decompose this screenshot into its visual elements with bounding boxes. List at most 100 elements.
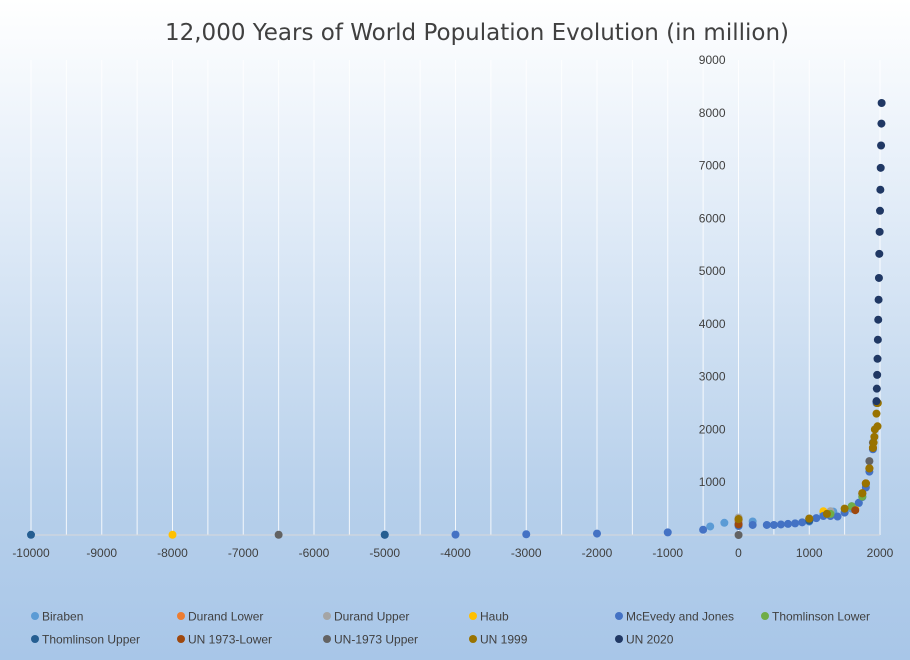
data-point [876,185,885,194]
legend-marker [469,612,477,620]
data-point [877,119,886,128]
axes: -10000 -9000 -8000 -7000 -6000 -5000 -4000 -300… [12,53,893,560]
legend-entry: UN-1973 Upper [334,633,418,647]
data-points [27,99,886,539]
data-point [840,504,849,513]
chart-title: 12,000 Years of World Population Evoluti… [165,20,789,46]
gridlines [30,60,881,535]
data-point [851,506,860,515]
data-point [854,498,863,507]
data-point [874,315,883,324]
legend-entry: Durand Lower [188,610,263,624]
x-tick-label: -4000 [440,546,471,560]
data-point [873,335,882,344]
data-point [873,370,882,379]
legend-marker [615,612,623,620]
data-point [663,528,672,537]
data-point [858,489,867,498]
data-point [873,354,882,363]
legend-entry: Biraben [42,610,83,624]
data-point [380,530,389,539]
data-point [865,464,874,473]
x-tick-label: -9000 [86,546,117,560]
data-point [875,249,884,258]
y-tick-label: 1000 [699,475,726,489]
data-point [870,432,879,441]
x-tick-label: -6000 [299,546,330,560]
data-point [593,529,601,538]
y-tick-label: 9000 [699,53,726,67]
x-tick-label: 2000 [867,546,894,560]
data-point [805,514,814,523]
data-point [812,514,821,523]
x-tick-label: -2000 [582,546,613,560]
legend-marker [177,635,185,643]
legend-entry: UN 2020 [626,633,674,647]
x-tick-label: -1000 [652,546,683,560]
data-point [876,163,885,172]
x-tick-label: 1000 [796,546,823,560]
legend-marker [761,612,769,620]
data-point [734,515,743,524]
data-point [769,520,778,529]
data-point [522,530,531,539]
legend-entry: Durand Upper [334,610,409,624]
y-tick-label: 2000 [699,422,726,436]
data-point [874,273,883,282]
y-tick-label: 3000 [699,370,726,384]
data-point [861,479,870,488]
data-point [699,525,708,534]
x-tick-label: -3000 [511,546,542,560]
y-tick-label: 5000 [699,264,726,278]
data-point [762,520,771,529]
data-point [872,397,881,406]
data-point [875,227,884,236]
data-point [798,518,807,527]
y-tick-label: 8000 [699,106,726,120]
data-point [27,530,35,539]
legend-entry: UN 1973-Lower [188,633,272,647]
data-point [734,531,743,539]
legend-marker [615,635,623,643]
x-tick-label: 0 [735,546,742,560]
x-tick-label: -5000 [369,546,400,560]
y-tick-label: 4000 [699,317,726,331]
data-point [748,520,757,529]
data-point [877,99,886,108]
y-tick-label: 6000 [699,211,726,225]
legend-entry: McEvedy and Jones [626,610,734,624]
legend-entry: Thomlinson Lower [772,610,870,624]
x-tick-label: -8000 [157,546,188,560]
data-point [877,141,886,150]
data-point [784,519,793,528]
data-point [876,206,884,215]
legend-entry: Haub [480,610,509,624]
data-point [872,384,881,393]
legend-marker [469,635,477,643]
data-point [869,438,878,447]
legend-entry: Thomlinson Upper [42,633,140,647]
legend-marker [177,612,185,620]
data-point [874,295,883,304]
data-point [706,522,715,531]
legend-entry: UN 1999 [480,633,528,647]
data-point [865,457,874,466]
data-point [872,409,881,418]
x-tick-label: -10000 [12,546,50,560]
legend: Biraben Durand Lower Durand Upper Haub McEve… [31,610,870,647]
legend-marker [31,635,39,643]
data-point [274,530,283,539]
legend-marker [31,612,39,620]
data-point [776,520,785,529]
data-point [873,422,882,431]
data-point [720,518,729,527]
legend-marker [323,635,331,643]
data-point [822,509,831,518]
data-point [833,512,842,521]
data-point [791,519,800,528]
data-point [451,530,460,539]
x-tick-label: -7000 [228,546,259,560]
legend-marker [323,612,331,620]
